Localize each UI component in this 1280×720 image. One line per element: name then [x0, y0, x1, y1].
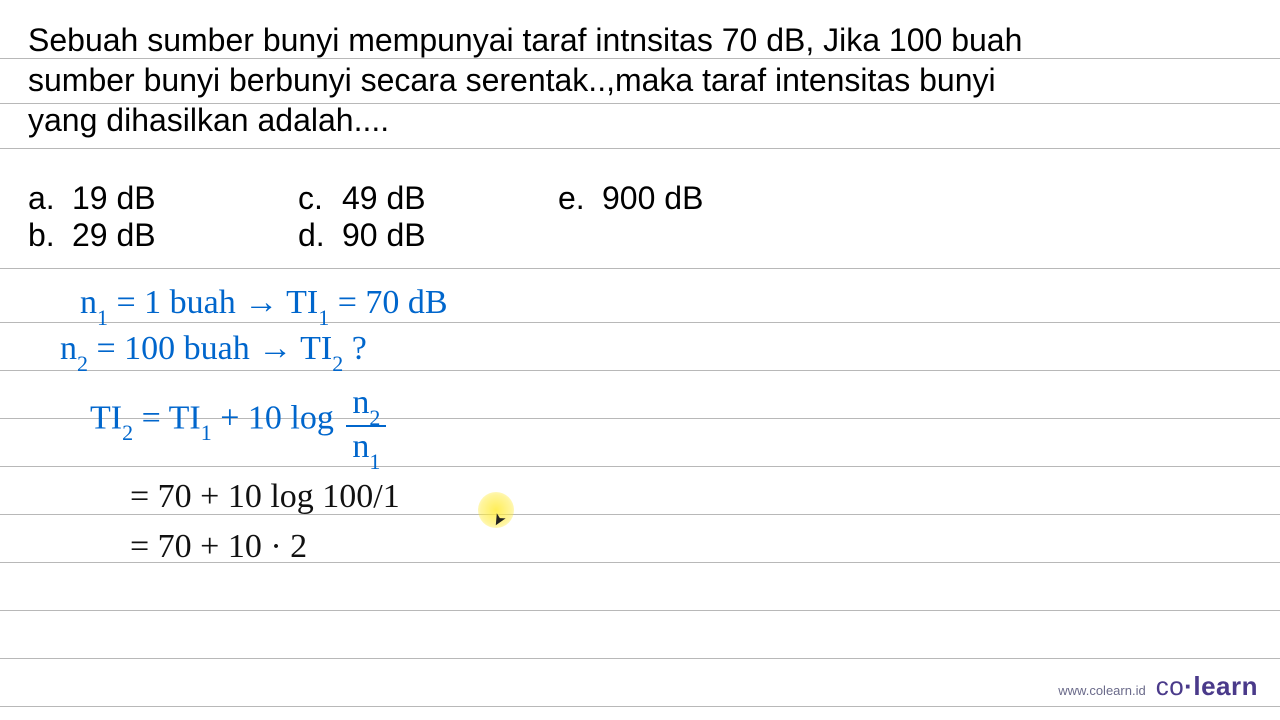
option-e: e.900 dB: [558, 180, 758, 217]
answer-options: a.19 dB c.49 dB e.900 dB b.29 dB d.90 dB: [28, 180, 758, 254]
highlight-spot: [478, 492, 514, 528]
handwritten-line-1: n1 = 1 buah → TI1 = 70 dB: [80, 284, 448, 326]
question-text: Sebuah sumber bunyi mempunyai taraf intn…: [28, 20, 1028, 140]
option-a: a.19 dB: [28, 180, 298, 217]
handwritten-line-3: TI2 = TI1 + 10 log n2n1: [90, 378, 386, 463]
option-b: b.29 dB: [28, 217, 298, 254]
handwritten-line-4: = 70 + 10 log 100/1: [130, 478, 400, 515]
colearn-logo: co·learn: [1156, 671, 1258, 702]
footer: www.colearn.id co·learn: [1058, 671, 1258, 702]
option-d: d.90 dB: [298, 217, 558, 254]
handwritten-line-2: n2 = 100 buah → TI2 ?: [60, 330, 367, 372]
handwritten-line-5: = 70 + 10 · 2: [130, 528, 307, 565]
cursor-icon: ➤: [487, 509, 511, 531]
option-c: c.49 dB: [298, 180, 558, 217]
footer-url: www.colearn.id: [1058, 683, 1145, 698]
